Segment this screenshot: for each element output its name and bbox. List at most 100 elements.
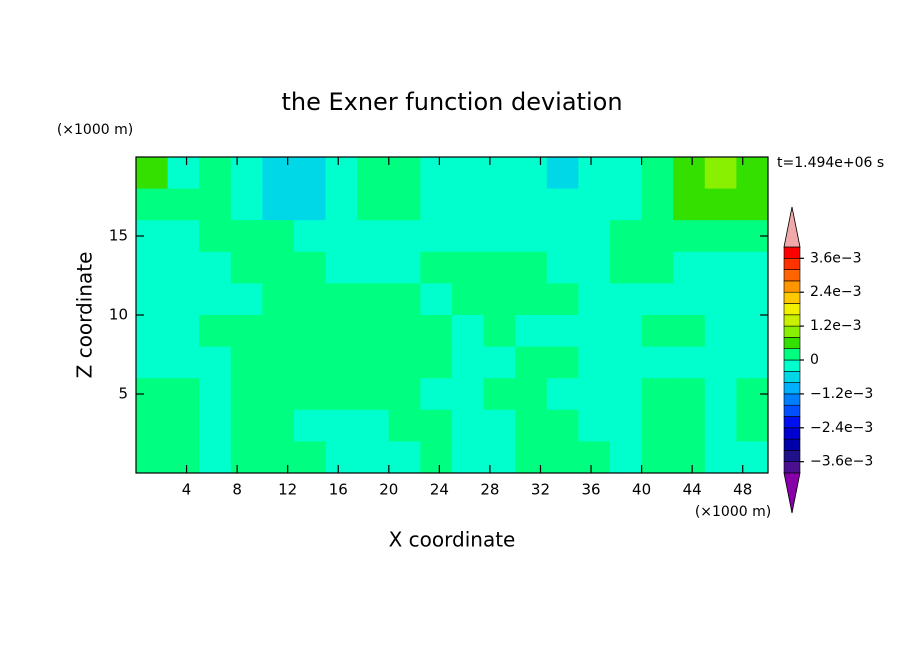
field-cell xyxy=(452,409,485,442)
colorbar-tick-label: 0 xyxy=(810,352,819,368)
y-tick-label: 15 xyxy=(109,227,128,245)
field-cell xyxy=(578,378,611,411)
field-cell xyxy=(546,188,579,221)
x-tick-label: 12 xyxy=(278,481,297,499)
field-cell xyxy=(294,346,327,379)
field-cell xyxy=(483,283,516,316)
field-cell xyxy=(546,409,579,442)
field-cell xyxy=(704,188,737,221)
field-cell xyxy=(230,346,263,379)
colorbar-box xyxy=(783,269,801,282)
field-cell xyxy=(673,283,706,316)
field-cell xyxy=(736,188,769,221)
field-cell xyxy=(230,220,263,253)
field-cell xyxy=(452,346,485,379)
field-cell xyxy=(515,409,548,442)
field-cell xyxy=(641,283,674,316)
colorbar-box xyxy=(783,370,801,383)
field-cell xyxy=(673,378,706,411)
x-tick-label: 40 xyxy=(632,481,651,499)
field-cell xyxy=(736,409,769,442)
field-cell xyxy=(452,251,485,284)
x-axis-label: X coordinate xyxy=(389,528,516,552)
field-cell xyxy=(452,315,485,348)
field-cell xyxy=(610,441,643,474)
field-cell xyxy=(515,346,548,379)
field-cell xyxy=(610,346,643,379)
field-cell xyxy=(325,251,358,284)
field-cell xyxy=(578,346,611,379)
field-cell xyxy=(704,378,737,411)
field-cell xyxy=(610,251,643,284)
field-cell xyxy=(199,346,232,379)
field-cell xyxy=(388,378,421,411)
x-tick-label: 36 xyxy=(581,481,600,499)
field-cell xyxy=(325,283,358,316)
field-cell xyxy=(262,315,295,348)
field-cell xyxy=(641,315,674,348)
field-cell xyxy=(420,346,453,379)
colorbar-tick-label: −2.4e−3 xyxy=(810,420,873,436)
field-cell xyxy=(546,251,579,284)
field-cell xyxy=(452,283,485,316)
field-cell xyxy=(294,157,327,190)
field-cell xyxy=(230,283,263,316)
field-cell xyxy=(136,409,169,442)
x-tick-label: 16 xyxy=(329,481,348,499)
field-cell xyxy=(673,220,706,253)
field-cell xyxy=(578,283,611,316)
field-cell xyxy=(262,188,295,221)
field-cell xyxy=(420,409,453,442)
field-cell xyxy=(452,441,485,474)
x-tick-label: 4 xyxy=(182,481,192,499)
field-cell xyxy=(673,346,706,379)
colorbar-tick-label: 1.2e−3 xyxy=(810,318,862,334)
field-cell xyxy=(325,346,358,379)
field-cell xyxy=(420,283,453,316)
colorbar-box xyxy=(783,382,801,395)
field-cell xyxy=(578,157,611,190)
field-cell xyxy=(736,315,769,348)
colorbar-tick-label: −1.2e−3 xyxy=(810,386,873,402)
field-cell xyxy=(515,188,548,221)
field-cell xyxy=(325,378,358,411)
field-cell xyxy=(262,441,295,474)
field-cell xyxy=(262,409,295,442)
colorbar-under xyxy=(783,472,801,514)
field-cell xyxy=(420,441,453,474)
colorbar-over xyxy=(783,206,801,248)
colorbar-box xyxy=(783,461,801,474)
field-cell xyxy=(704,441,737,474)
field-cell xyxy=(483,251,516,284)
field-cell xyxy=(420,220,453,253)
field-cell xyxy=(641,441,674,474)
colorbar-box xyxy=(783,438,801,451)
colorbar-box xyxy=(783,450,801,462)
field-cell xyxy=(483,157,516,190)
field-cell xyxy=(736,251,769,284)
field-cell xyxy=(483,378,516,411)
field-cell xyxy=(357,441,390,474)
field-cell xyxy=(230,188,263,221)
field-cell xyxy=(294,315,327,348)
field-cell xyxy=(546,283,579,316)
field-cell xyxy=(736,441,769,474)
field-cell xyxy=(357,283,390,316)
field-cell xyxy=(546,441,579,474)
field-cell xyxy=(546,346,579,379)
field-cell xyxy=(483,188,516,221)
field-cell xyxy=(230,315,263,348)
x-tick-label: 32 xyxy=(531,481,550,499)
colorbar-box xyxy=(783,393,801,406)
field-cell xyxy=(610,283,643,316)
field-cell xyxy=(294,283,327,316)
field-cell xyxy=(262,157,295,190)
colorbar-box xyxy=(783,291,801,304)
colorbar-box xyxy=(783,337,801,349)
field-cell xyxy=(167,346,200,379)
field-cell xyxy=(610,157,643,190)
field-cell xyxy=(199,409,232,442)
field-cell xyxy=(357,188,390,221)
field-cell xyxy=(357,251,390,284)
field-cell xyxy=(262,283,295,316)
